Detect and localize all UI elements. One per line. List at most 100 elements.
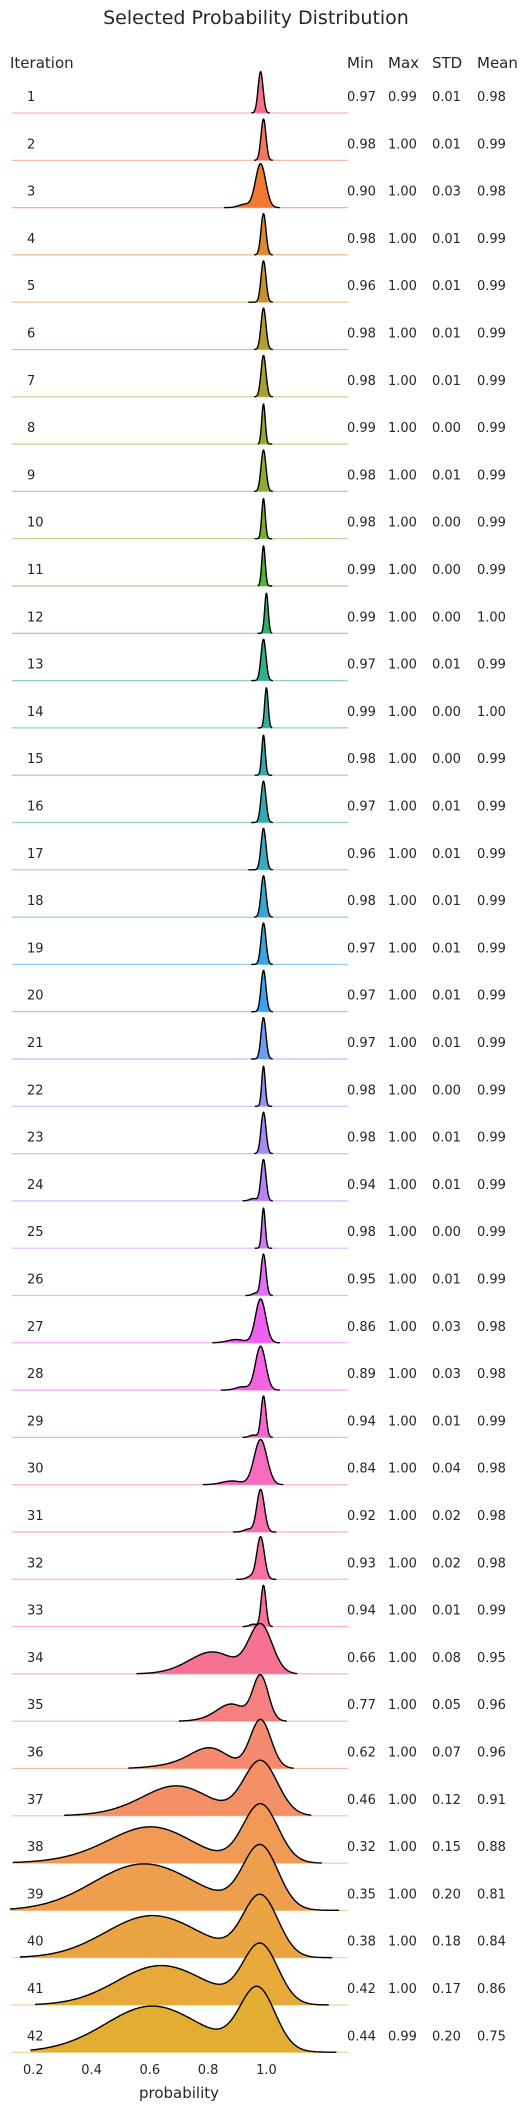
stat-mean: 0.96 (477, 1698, 506, 1713)
density-outline (248, 260, 273, 303)
iteration-label: 15 (27, 752, 44, 767)
stat-min: 0.96 (347, 279, 376, 294)
stat-max: 1.00 (388, 563, 417, 578)
density-area (220, 1346, 280, 1391)
stat-max: 1.00 (388, 1367, 417, 1382)
stat-std: 0.02 (432, 1509, 461, 1524)
stat-mean: 0.88 (477, 1840, 506, 1855)
stat-mean: 0.75 (477, 2029, 506, 2044)
stat-std: 0.01 (432, 1414, 461, 1429)
density-outline (242, 1158, 273, 1202)
density-outline (236, 1535, 277, 1580)
stat-max: 1.00 (388, 658, 417, 673)
stat-std: 0.01 (432, 941, 461, 956)
density-area (254, 213, 273, 255)
stat-mean: 0.99 (477, 658, 506, 673)
ridge-row: 34 0.66 1.00 0.08 0.95 (12, 1622, 506, 1675)
density-outline (254, 212, 273, 256)
stat-mean: 1.00 (477, 610, 506, 625)
ridge-row: 39 0.35 1.00 0.20 0.81 (9, 1843, 506, 1912)
stat-min: 0.94 (347, 1414, 376, 1429)
iteration-label: 36 (27, 1746, 44, 1761)
stat-mean: 0.81 (477, 1887, 506, 1902)
ridge-row: 29 0.94 1.00 0.01 0.99 (12, 1395, 506, 1439)
iteration-label: 16 (27, 800, 44, 815)
stat-max: 1.00 (388, 1414, 417, 1429)
stat-min: 0.86 (347, 1320, 376, 1335)
stat-mean: 0.84 (477, 1935, 506, 1950)
max-column-header: Max (388, 54, 419, 72)
ridge-row: 13 0.97 1.00 0.01 0.99 (12, 638, 506, 682)
ridge-row: 17 0.96 1.00 0.01 0.99 (12, 827, 506, 871)
stat-mean: 0.99 (477, 1604, 506, 1619)
iteration-label: 1 (27, 90, 35, 105)
stat-max: 1.00 (388, 1131, 417, 1146)
stat-mean: 0.99 (477, 421, 506, 436)
stat-max: 1.00 (388, 1462, 417, 1477)
ridge-row: 10 0.98 1.00 0.00 0.99 (12, 497, 506, 540)
stat-min: 0.97 (347, 1036, 376, 1051)
stat-max: 1.00 (388, 894, 417, 909)
stat-std: 0.03 (432, 185, 461, 200)
stat-mean: 0.99 (477, 516, 506, 531)
ridge-row: 21 0.97 1.00 0.01 0.99 (12, 1016, 506, 1060)
stat-mean: 0.98 (477, 1556, 506, 1571)
density-area (254, 450, 273, 492)
ridge-row: 9 0.98 1.00 0.01 0.99 (12, 449, 506, 493)
iteration-label: 20 (27, 989, 44, 1004)
stat-max: 1.00 (388, 800, 417, 815)
density-outline (202, 1438, 284, 1486)
stat-min: 0.97 (347, 989, 376, 1004)
ridge-row: 4 0.98 1.00 0.01 0.99 (12, 212, 506, 256)
stat-std: 0.01 (432, 989, 461, 1004)
stat-max: 1.00 (388, 468, 417, 483)
stat-mean: 0.99 (477, 468, 506, 483)
stat-mean: 0.99 (477, 1273, 506, 1288)
stat-min: 0.32 (347, 1840, 376, 1855)
mean-column-header: Mean (477, 54, 518, 72)
stat-std: 0.02 (432, 1556, 461, 1571)
ridge-row: 30 0.84 1.00 0.04 0.98 (12, 1438, 506, 1486)
iteration-label: 32 (27, 1556, 44, 1571)
stat-mean: 0.95 (477, 1651, 506, 1666)
stat-min: 0.98 (347, 232, 376, 247)
iteration-label: 37 (27, 1793, 44, 1808)
density-area (202, 1439, 284, 1485)
stat-std: 0.01 (432, 1273, 461, 1288)
stat-std: 0.20 (432, 2029, 461, 2044)
iteration-column-header: Iteration (10, 54, 74, 72)
stat-max: 1.00 (388, 1083, 417, 1098)
stat-max: 1.00 (388, 137, 417, 152)
density-area (248, 260, 273, 303)
iteration-label: 14 (27, 705, 44, 720)
iteration-label: 17 (27, 847, 44, 862)
stat-std: 0.17 (432, 1982, 461, 1997)
ridge-row: 23 0.98 1.00 0.01 0.99 (12, 1111, 506, 1155)
stat-min: 0.92 (347, 1509, 376, 1524)
stat-max: 1.00 (388, 1225, 417, 1240)
stat-mean: 0.99 (477, 752, 506, 767)
density-outline (254, 1111, 273, 1155)
stat-max: 1.00 (388, 1698, 417, 1713)
stat-min: 0.89 (347, 1367, 376, 1382)
density-outline (128, 1718, 294, 1769)
stat-std: 0.01 (432, 327, 461, 342)
stat-mean: 0.99 (477, 941, 506, 956)
stat-max: 1.00 (388, 752, 417, 767)
stat-min: 0.98 (347, 1131, 376, 1146)
iteration-label: 4 (27, 232, 35, 247)
ridge-row: 3 0.90 1.00 0.03 0.98 (12, 162, 506, 209)
stat-mean: 0.99 (477, 374, 506, 389)
density-outline (212, 1298, 280, 1344)
stat-std: 0.20 (432, 1887, 461, 1902)
stat-mean: 0.99 (477, 1414, 506, 1429)
stat-min: 0.97 (347, 941, 376, 956)
stat-std: 0.01 (432, 894, 461, 909)
density-area (254, 1066, 273, 1107)
stat-mean: 0.98 (477, 90, 506, 105)
density-outline (254, 875, 273, 918)
stat-min: 0.62 (347, 1746, 376, 1761)
stat-std: 0.05 (432, 1698, 461, 1713)
ridge-row: 20 0.97 1.00 0.01 0.99 (12, 969, 506, 1013)
iteration-label: 23 (27, 1131, 44, 1146)
